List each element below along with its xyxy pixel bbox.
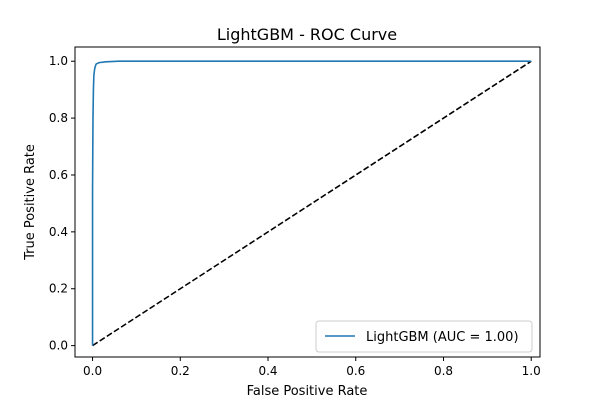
legend-box [315, 320, 533, 353]
y-tick-label: 0.6 [49, 168, 68, 182]
y-tick-label: 0.4 [49, 225, 68, 239]
y-tick-label: 0.2 [49, 282, 68, 296]
diagonal-reference-line [92, 60, 532, 347]
legend-label: LightGBM (AUC = 1.00) [366, 330, 519, 345]
x-axis-label: False Positive Rate [247, 384, 368, 399]
y-tick-label: 1.0 [49, 54, 68, 68]
y-tick-label: 0.8 [49, 111, 68, 125]
roc-curve-line [91, 60, 532, 346]
x-tick-label: 0.4 [258, 364, 277, 378]
x-tick-label: 0.0 [83, 364, 102, 378]
series-layer [91, 60, 532, 347]
chart-title: LightGBM - ROC Curve [217, 25, 397, 44]
legend: LightGBM (AUC = 1.00) [315, 320, 533, 353]
y-axis-ticks: 0.0 0.2 0.4 0.6 0.8 1.0 [49, 54, 75, 353]
y-axis-label: True Positive Rate [23, 144, 38, 261]
x-tick-label: 0.8 [434, 364, 453, 378]
x-tick-label: 0.6 [346, 364, 365, 378]
plot-frame [74, 46, 541, 358]
x-axis-ticks: 0.0 0.2 0.4 0.6 0.8 1.0 [83, 357, 541, 378]
y-tick-label: 0.0 [49, 339, 68, 353]
x-tick-label: 1.0 [522, 364, 541, 378]
x-tick-label: 0.2 [171, 364, 190, 378]
